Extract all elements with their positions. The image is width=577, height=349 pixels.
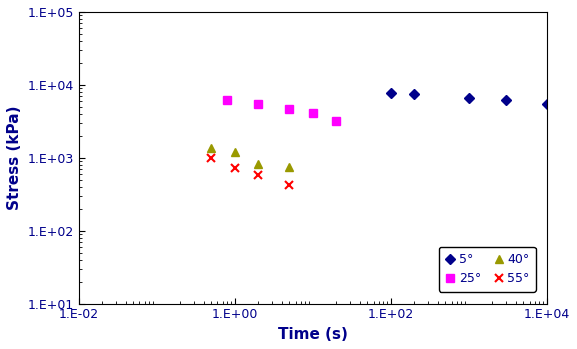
5°	[411, 92, 418, 96]
25°	[333, 119, 340, 123]
Y-axis label: Stress (kPa): Stress (kPa)	[7, 105, 22, 210]
Line: 5°: 5°	[387, 89, 550, 108]
40°	[255, 162, 262, 166]
Line: 40°: 40°	[207, 144, 294, 171]
5°	[503, 98, 509, 102]
55°	[286, 183, 293, 187]
40°	[208, 146, 215, 150]
40°	[286, 165, 293, 169]
25°	[309, 111, 316, 115]
55°	[255, 173, 262, 177]
55°	[231, 166, 238, 170]
25°	[224, 98, 231, 102]
55°	[208, 156, 215, 161]
Legend: 5°, 25°, 40°, 55°: 5°, 25°, 40°, 55°	[439, 247, 536, 291]
Line: 55°: 55°	[207, 154, 294, 190]
5°	[387, 91, 394, 95]
40°	[231, 150, 238, 154]
5°	[544, 102, 550, 106]
25°	[286, 107, 293, 111]
Line: 25°: 25°	[223, 96, 340, 125]
X-axis label: Time (s): Time (s)	[278, 327, 348, 342]
5°	[466, 96, 473, 100]
25°	[255, 102, 262, 106]
